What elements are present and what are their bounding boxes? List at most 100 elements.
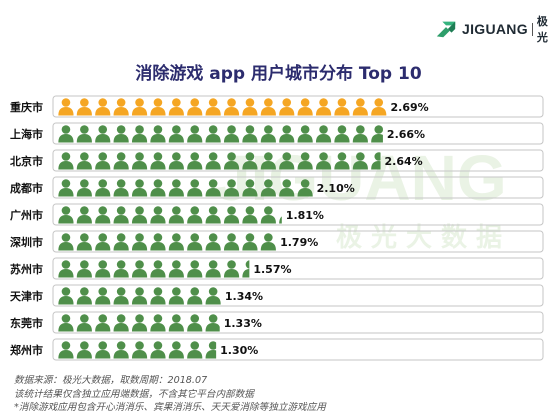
bar-重庆市 <box>58 98 387 116</box>
person-icon <box>58 341 74 359</box>
person-icon <box>242 260 250 278</box>
person-icon <box>76 152 92 170</box>
person-icon <box>352 98 368 116</box>
person-icon <box>168 314 184 332</box>
value-label: 1.81% <box>286 209 324 222</box>
person-icon <box>76 314 92 332</box>
person-icon <box>150 314 166 332</box>
person-icon <box>58 125 74 143</box>
bar-上海市 <box>58 125 383 143</box>
person-icon <box>150 125 166 143</box>
person-icon <box>131 233 148 251</box>
app-note: *消除游戏应用包含开心消消乐、宾果消消乐、天天爱消除等独立游戏应用 <box>14 402 326 413</box>
value-label: 1.34% <box>225 290 263 303</box>
person-icon <box>131 152 148 170</box>
person-icon <box>371 152 381 170</box>
person-icon <box>95 152 111 170</box>
person-icon <box>205 287 221 305</box>
person-icon <box>260 233 276 251</box>
person-icon <box>150 341 166 359</box>
logo-separator <box>531 22 533 36</box>
person-icon <box>131 125 148 143</box>
person-icon <box>297 98 313 116</box>
person-icon <box>95 125 111 143</box>
person-icon <box>58 260 74 278</box>
person-icon <box>223 206 240 224</box>
person-icon <box>76 98 92 116</box>
person-icon <box>95 314 111 332</box>
person-icon <box>95 287 111 305</box>
brand-name: JIGUANG <box>462 21 528 37</box>
person-icon <box>260 206 276 224</box>
value-label: 2.64% <box>385 155 423 168</box>
category-label: 北京市 <box>10 154 43 168</box>
person-icon <box>205 98 221 116</box>
person-icon <box>76 179 92 197</box>
person-icon <box>95 260 111 278</box>
person-icon <box>95 233 111 251</box>
person-icon <box>58 98 74 116</box>
person-icon <box>76 341 92 359</box>
person-icon <box>260 179 276 197</box>
person-icon <box>58 233 74 251</box>
person-icon <box>242 179 258 197</box>
category-label: 天津市 <box>10 289 43 303</box>
person-icon <box>187 179 203 197</box>
bar-深圳市 <box>58 233 276 251</box>
person-icon <box>205 152 221 170</box>
person-icon <box>187 206 203 224</box>
person-icon <box>242 233 258 251</box>
person-icon <box>205 125 221 143</box>
person-icon <box>113 98 129 116</box>
footnotes: 数据来源：极光大数据，取数周期：2018.07 该统计结果仅含独立应用端数据，不… <box>14 374 326 415</box>
person-icon <box>58 314 74 332</box>
person-icon <box>168 260 184 278</box>
bar-郑州市 <box>58 341 217 359</box>
person-icon <box>131 179 148 197</box>
person-icon <box>150 206 166 224</box>
person-icon <box>187 233 203 251</box>
person-icon <box>205 233 221 251</box>
person-icon <box>131 98 148 116</box>
bar-天津市 <box>58 287 221 305</box>
person-icon <box>352 152 368 170</box>
person-icon <box>371 125 383 143</box>
scope-note: 该统计结果仅含独立应用端数据，不含其它平台内部数据 <box>14 388 254 400</box>
person-icon <box>242 98 258 116</box>
person-icon <box>76 233 92 251</box>
person-icon <box>205 260 221 278</box>
person-icon <box>168 287 184 305</box>
person-icon <box>279 98 295 116</box>
person-icon <box>371 98 387 116</box>
value-label: 1.30% <box>220 344 258 357</box>
person-icon <box>150 179 166 197</box>
value-label: 2.66% <box>387 128 425 141</box>
person-icon <box>187 125 203 143</box>
person-icon <box>187 314 203 332</box>
person-icon <box>113 314 129 332</box>
person-icon <box>131 314 148 332</box>
person-icon <box>315 152 332 170</box>
person-icon <box>242 125 258 143</box>
person-icon <box>113 260 129 278</box>
person-icon <box>150 287 166 305</box>
person-icon <box>187 260 203 278</box>
person-icon <box>58 206 74 224</box>
person-icon <box>168 341 184 359</box>
person-icon <box>260 152 276 170</box>
person-icon <box>279 152 295 170</box>
person-icon <box>95 341 111 359</box>
person-icon <box>223 179 240 197</box>
person-icon <box>223 98 240 116</box>
person-icon <box>242 152 258 170</box>
person-icon <box>187 341 203 359</box>
bar-苏州市 <box>58 260 250 278</box>
chart-title: 消除游戏 app 用户城市分布 Top 10 <box>135 64 422 84</box>
person-icon <box>168 179 184 197</box>
person-icon <box>113 206 129 224</box>
person-icon <box>58 179 74 197</box>
bar-广州市 <box>58 206 282 224</box>
person-icon <box>113 287 129 305</box>
category-label: 东莞市 <box>10 316 43 330</box>
